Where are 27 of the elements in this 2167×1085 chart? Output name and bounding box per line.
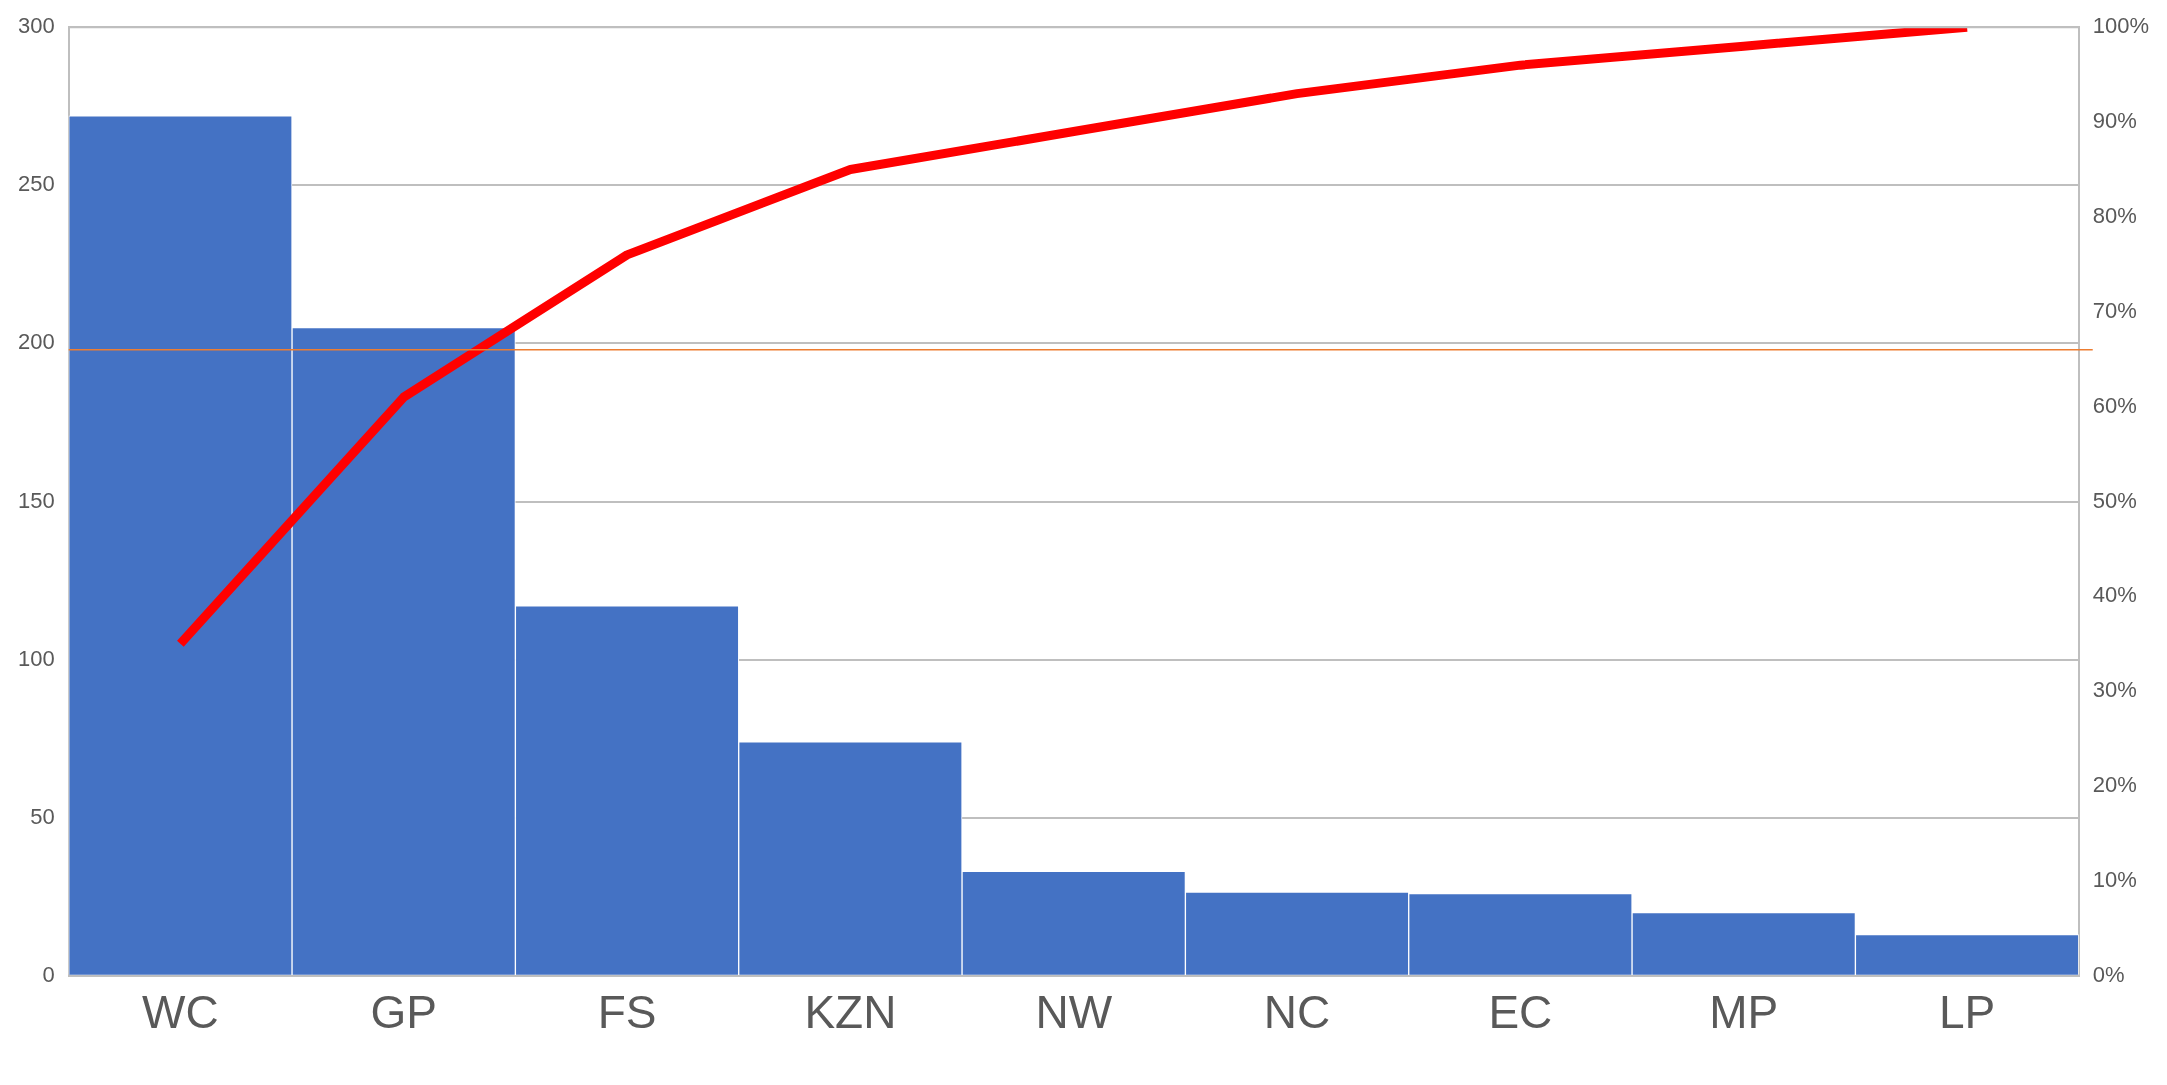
x-tick-label: KZN [804, 986, 897, 1039]
y2-tick-label: 0% [2092, 961, 2125, 987]
y2-tick-label: 100% [2092, 13, 2150, 39]
y-tick-label: 0 [42, 961, 55, 987]
x-tick-label: LP [1938, 986, 1996, 1039]
x-tick-label: EC [1488, 986, 1553, 1039]
y-tick-label: 100 [17, 645, 55, 671]
y-tick-label: 50 [30, 803, 55, 829]
y2-tick-label: 50% [2092, 487, 2137, 513]
y2-tick-label: 20% [2092, 772, 2137, 798]
y-tick-label: 250 [17, 171, 55, 197]
y-tick-label: 150 [17, 487, 55, 513]
y2-tick-label: 80% [2092, 202, 2137, 228]
x-tick-label: WC [142, 986, 219, 1039]
y2-tick-label: 10% [2092, 867, 2137, 892]
x-tick-label: MP [1709, 986, 1779, 1039]
y2-tick-label: 60% [2092, 392, 2137, 418]
x-tick-label: GP [370, 986, 437, 1039]
y2-tick-label: 90% [2092, 108, 2137, 134]
x-tick-label: NC [1263, 986, 1331, 1039]
y-tick-label: 200 [17, 329, 55, 355]
x-tick-label: NW [1035, 986, 1113, 1039]
y2-tick-label: 40% [2092, 582, 2137, 608]
y2-tick-label: 70% [2092, 297, 2137, 323]
x-tick-label: FS [597, 986, 657, 1039]
y-tick-label: 300 [17, 13, 55, 39]
y2-tick-label: 30% [2092, 677, 2137, 703]
